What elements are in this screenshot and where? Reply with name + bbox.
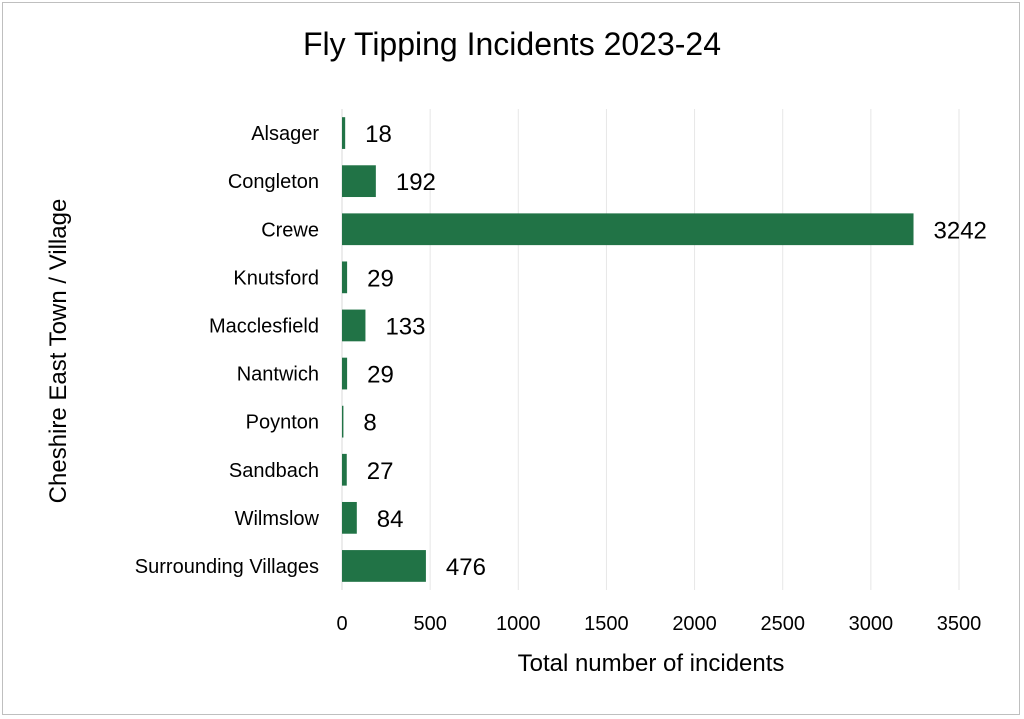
data-label: 27 xyxy=(367,458,394,485)
data-label: 29 xyxy=(367,362,394,389)
x-tick-label: 500 xyxy=(413,613,446,635)
data-label: 192 xyxy=(396,169,436,196)
category-label: Crewe xyxy=(261,219,319,241)
data-label: 18 xyxy=(365,121,392,148)
y-axis-label: Cheshire East Town / Village xyxy=(45,199,72,504)
data-label: 8 xyxy=(363,410,376,437)
category-label: Surrounding Villages xyxy=(135,556,319,578)
x-tick-label: 3500 xyxy=(937,613,982,635)
category-labels: Alsager Congleton Crewe Knutsford Macclesfie… xyxy=(135,123,320,578)
gridlines xyxy=(341,109,960,590)
chart-title: Fly Tipping Incidents 2023-24 xyxy=(302,26,722,62)
bars xyxy=(342,117,914,582)
x-tick-label: 1000 xyxy=(496,613,541,635)
category-label: Poynton xyxy=(246,412,319,434)
bar xyxy=(342,165,376,198)
data-label: 133 xyxy=(385,313,425,340)
data-label: 84 xyxy=(377,506,404,533)
x-tick-label: 1500 xyxy=(584,613,629,635)
bar xyxy=(342,501,357,534)
bar xyxy=(342,261,348,294)
category-label: Congleton xyxy=(228,171,319,193)
x-tick-label: 3000 xyxy=(849,613,894,635)
bar xyxy=(342,213,914,246)
bar xyxy=(342,453,347,486)
category-label: Sandbach xyxy=(229,460,319,482)
bar xyxy=(342,550,426,582)
bar xyxy=(342,405,344,438)
category-label: Macclesfield xyxy=(209,315,319,337)
bar xyxy=(342,357,348,390)
x-tick-label: 0 xyxy=(336,613,347,635)
data-label: 29 xyxy=(367,265,394,292)
x-tick-label: 2000 xyxy=(672,613,717,635)
category-label: Alsager xyxy=(251,123,319,145)
data-label: 3242 xyxy=(934,217,987,244)
data-label: 476 xyxy=(446,554,486,581)
x-axis-label: Total number of incidents xyxy=(518,650,785,677)
x-tick-labels: 0 500 1000 1500 2000 2500 3000 3500 xyxy=(336,613,981,635)
bar xyxy=(342,309,366,342)
category-label: Wilmslow xyxy=(235,508,320,530)
bar xyxy=(342,117,346,149)
category-label: Knutsford xyxy=(233,267,319,289)
category-label: Nantwich xyxy=(237,364,319,386)
x-tick-label: 2500 xyxy=(760,613,805,635)
